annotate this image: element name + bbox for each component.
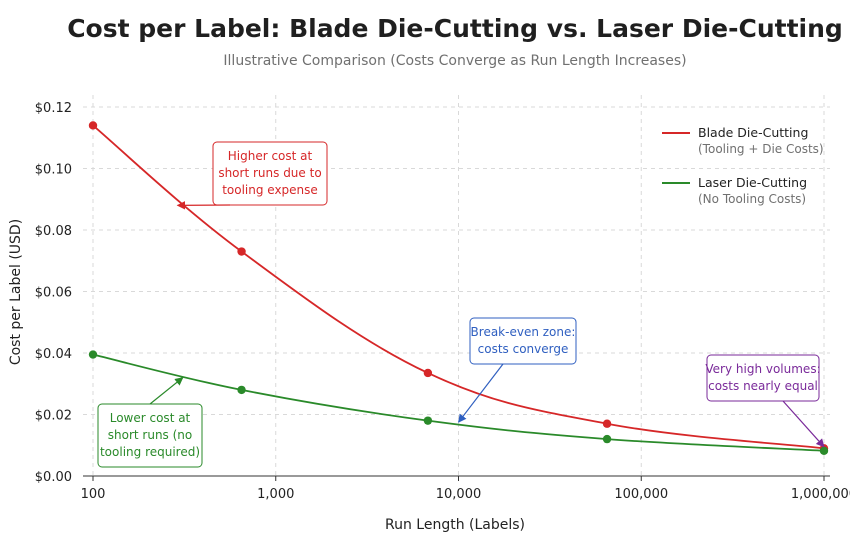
data-point-blade: [237, 247, 246, 256]
legend-desc-laser: (No Tooling Costs): [698, 192, 806, 206]
y-tick-label: $0.06: [35, 286, 72, 301]
annotation-high-cost: Higher cost at short runs due to tooling e…: [176, 141, 328, 210]
x-tick-label: 10,000: [436, 487, 482, 502]
y-tick-label: $0.02: [35, 409, 72, 424]
data-point-laser: [819, 446, 829, 455]
annotation-text: Break-even zone:: [471, 325, 576, 339]
x-tick-label: 1,000: [257, 487, 294, 502]
annotation-box: [469, 317, 577, 365]
data-point-laser: [237, 385, 246, 395]
annotation-break-even: Break-even zone: costs converge: [457, 317, 577, 423]
y-tick-label: $0.12: [35, 101, 72, 116]
annotation-high-volume: Very high volumes: costs nearly equal: [705, 354, 825, 448]
data-point-blade: [88, 121, 98, 130]
x-tick-label: 100,000: [614, 487, 668, 502]
annotation-text: Lower cost at: [110, 411, 191, 425]
tick-labels: $0.00 $0.02 $0.04 $0.06 $0.08 $0.10 $0.12 100 1,…: [35, 101, 850, 502]
annotation-text: short runs (no: [108, 428, 193, 442]
annotation-text: costs converge: [478, 342, 569, 356]
series: [88, 121, 829, 455]
annotation-arrow: [457, 363, 504, 423]
annotation-text: tooling required): [100, 445, 200, 459]
x-tick-label: 1,000,000: [791, 487, 850, 502]
x-tick-label: 100: [81, 487, 106, 502]
y-tick-label: $0.10: [35, 163, 72, 178]
legend-label-laser: Laser Die-Cutting: [698, 175, 807, 190]
chart-title: Cost per Label: Blade Die-Cutting vs. La…: [67, 14, 843, 43]
annotation-box: [706, 354, 820, 402]
data-point-blade: [602, 419, 612, 428]
annotation-arrow: [782, 400, 825, 448]
x-axis-label: Run Length (Labels): [385, 517, 525, 533]
annotation-arrow: [149, 377, 184, 405]
annotation-text: tooling expense: [222, 183, 318, 197]
data-point-laser: [602, 434, 612, 444]
y-tick-label: $0.04: [35, 347, 72, 362]
y-tick-label: $0.00: [35, 470, 72, 485]
legend-desc-blade: (Tooling + Die Costs): [698, 142, 824, 156]
annotation-text: costs nearly equal: [708, 379, 818, 393]
data-point-blade: [423, 368, 433, 378]
y-tick-label: $0.08: [35, 224, 72, 239]
data-point-laser: [423, 416, 433, 425]
annotation-text: short runs due to: [218, 166, 321, 180]
annotation-low-cost: Lower cost at short runs (no tooling requi…: [97, 377, 203, 468]
legend-label-blade: Blade Die-Cutting: [698, 125, 808, 140]
data-point-laser: [88, 350, 98, 359]
annotation-text: Higher cost at: [228, 149, 313, 163]
chart-subtitle: Illustrative Comparison (Costs Converge …: [223, 53, 686, 69]
annotations: Higher cost at short runs due to tooling e…: [97, 141, 825, 468]
annotation-text: Very high volumes:: [705, 362, 820, 376]
y-axis-label: Cost per Label (USD): [8, 219, 24, 365]
annotation-box: [212, 141, 328, 206]
legend: Blade Die-Cutting (Tooling + Die Costs) …: [662, 125, 824, 206]
